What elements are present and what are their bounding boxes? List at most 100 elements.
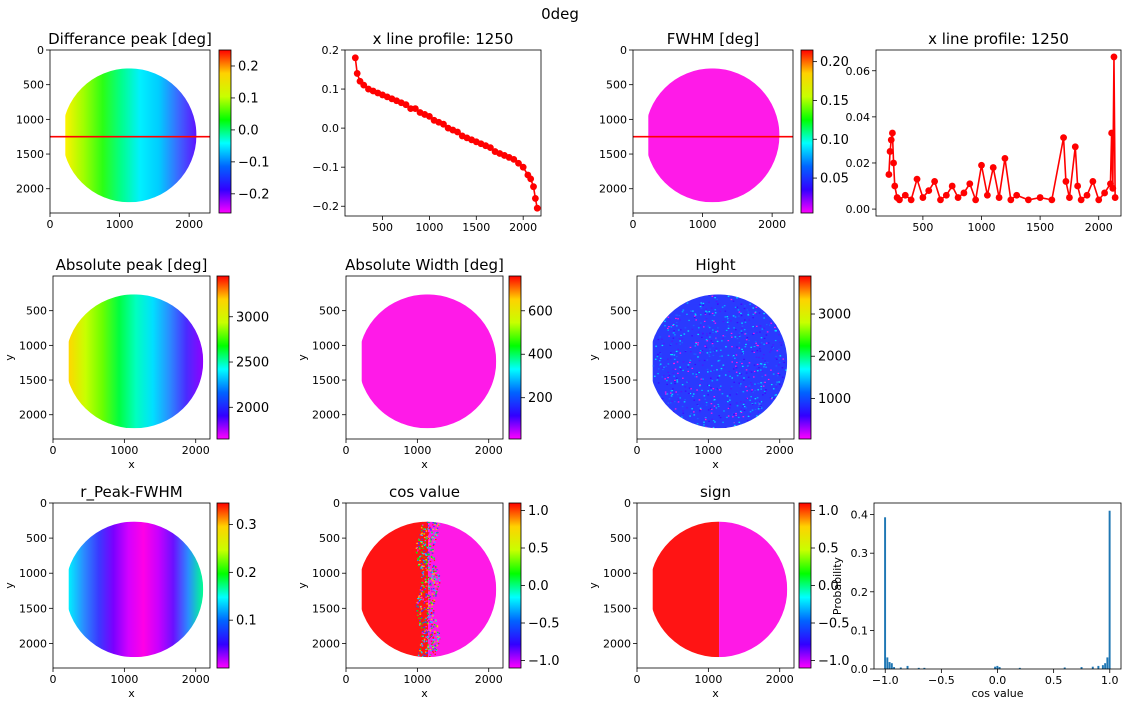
y-tick-label: 0.2 bbox=[322, 44, 340, 57]
x-tick-label: 1000 bbox=[106, 218, 134, 231]
y-tick-label: 1000 bbox=[599, 113, 627, 126]
data-point bbox=[966, 180, 974, 188]
series-line bbox=[354, 57, 539, 209]
colorbar bbox=[508, 502, 522, 669]
x-tick-label: −0.5 bbox=[928, 674, 955, 687]
data-point bbox=[889, 129, 896, 137]
data-point bbox=[1001, 154, 1009, 162]
y-tick-label: 1500 bbox=[603, 602, 631, 615]
data-point bbox=[995, 194, 1003, 201]
x-tick-label: 2000 bbox=[182, 444, 210, 457]
y-tick-label: 500 bbox=[319, 532, 340, 545]
histogram-bar bbox=[996, 665, 999, 669]
subplot-p6: 0 1000 2000 500 1000 1500 2000 Absolute Width [… bbox=[296, 256, 553, 471]
axes-frame bbox=[52, 502, 211, 669]
y-tick-label: 2000 bbox=[599, 183, 627, 196]
y-tick-label: 0.02 bbox=[846, 157, 871, 170]
colorbar-tick-label: 0.15 bbox=[820, 94, 849, 109]
colorbar-tick-label: −0.1 bbox=[238, 155, 270, 170]
colorbar-tick-label: 0.5 bbox=[528, 542, 549, 557]
subplot-p2: 500 1000 1500 2000 0.2 0.1 0.0 −0.1 −0.2 x line p… bbox=[312, 30, 542, 234]
y-axis-label: y bbox=[3, 582, 16, 589]
colorbar-tick-label: 2000 bbox=[818, 350, 851, 365]
y-tick-label: 1000 bbox=[19, 567, 47, 580]
y-tick-label: 1000 bbox=[16, 113, 44, 126]
subplot-title: x line profile: 1250 bbox=[373, 30, 514, 48]
x-tick-label: 0 bbox=[50, 444, 57, 457]
subplot-p11: 0 1000 2000 0 500 1000 1500 2000 sign x y 1.0 0.5 0.0… bbox=[587, 483, 850, 700]
series-line bbox=[888, 56, 1116, 203]
data-point bbox=[1071, 143, 1079, 151]
y-tick-label: 0 bbox=[624, 497, 631, 510]
x-tick-label: 2000 bbox=[758, 218, 786, 231]
y-tick-label: 1000 bbox=[603, 339, 631, 352]
y-axis-label: y bbox=[587, 582, 600, 589]
colorbar-tick-label: 200 bbox=[528, 391, 553, 406]
y-tick-label: 1000 bbox=[312, 567, 340, 580]
histogram-bar bbox=[917, 667, 920, 669]
histogram-bar bbox=[1097, 665, 1100, 669]
x-tick-label: 1000 bbox=[110, 444, 138, 457]
y-tick-label: 0 bbox=[333, 497, 340, 510]
x-tick-label: 500 bbox=[912, 221, 933, 234]
subplot-title: Differance peak [deg] bbox=[48, 30, 212, 48]
histogram-bar bbox=[923, 667, 926, 669]
heatmap-image bbox=[652, 521, 788, 658]
data-point bbox=[1036, 194, 1044, 201]
y-tick-label: 0.1 bbox=[851, 624, 869, 637]
colorbar bbox=[508, 275, 522, 440]
subplot-title: r_Peak-FWHM bbox=[80, 483, 182, 502]
data-point bbox=[426, 113, 433, 120]
subplot-p3: 0 1000 2000 0 500 1000 1500 2000 FWHM [deg] 0.20 0… bbox=[599, 30, 849, 231]
x-axis-label: x bbox=[128, 687, 135, 700]
data-point bbox=[1048, 196, 1056, 204]
y-tick-label: 0.2 bbox=[851, 586, 869, 599]
axes-frame bbox=[49, 49, 211, 214]
x-tick-label: 2000 bbox=[766, 444, 794, 457]
x-tick-label: 1000 bbox=[415, 221, 443, 234]
data-point bbox=[1109, 184, 1117, 192]
x-tick-label: 0 bbox=[630, 218, 637, 231]
x-tick-label: 2000 bbox=[475, 673, 503, 686]
subplot-title: Absolute Width [deg] bbox=[345, 256, 504, 274]
colorbar bbox=[216, 502, 230, 669]
colorbar-tick-label: 0.2 bbox=[238, 59, 259, 74]
data-point bbox=[440, 120, 447, 128]
colorbar-tick-label: 3000 bbox=[818, 308, 851, 323]
data-point bbox=[1108, 129, 1116, 137]
y-tick-label: 0.04 bbox=[846, 111, 871, 124]
x-tick-label: 1500 bbox=[1026, 221, 1054, 234]
data-point bbox=[983, 191, 991, 199]
colorbar-tick-label: −1.0 bbox=[528, 654, 560, 669]
y-tick-label: 1500 bbox=[312, 602, 340, 615]
histogram-bar bbox=[1101, 665, 1104, 669]
data-point bbox=[1083, 191, 1091, 199]
subplot-title: Hight bbox=[695, 256, 735, 274]
x-tick-label: 1000 bbox=[403, 673, 431, 686]
y-tick-label: 0.3 bbox=[851, 547, 869, 560]
data-point bbox=[360, 81, 368, 89]
subplot-p7: 0 1000 2000 500 1000 1500 2000 Hight x y 3000 2000 1… bbox=[587, 256, 851, 471]
data-point bbox=[891, 182, 899, 190]
data-point bbox=[533, 204, 541, 212]
data-point bbox=[1101, 189, 1108, 197]
histogram-bar bbox=[899, 667, 902, 669]
y-axis-label: Probability bbox=[831, 556, 844, 615]
colorbar-tick-label: 600 bbox=[528, 304, 553, 319]
histogram-bar bbox=[1080, 667, 1083, 669]
histogram-bar bbox=[884, 517, 887, 669]
histogram-bar bbox=[893, 667, 896, 669]
y-tick-label: 1000 bbox=[603, 567, 631, 580]
data-point bbox=[890, 159, 897, 167]
y-tick-label: 2000 bbox=[603, 637, 631, 650]
data-point bbox=[353, 70, 361, 77]
data-point bbox=[919, 194, 927, 201]
histogram-bar bbox=[906, 665, 909, 669]
data-point bbox=[527, 175, 535, 183]
histogram-bar bbox=[1104, 663, 1107, 669]
data-point bbox=[515, 159, 522, 167]
y-tick-label: 0 bbox=[620, 44, 627, 57]
axes-frame bbox=[345, 502, 504, 669]
